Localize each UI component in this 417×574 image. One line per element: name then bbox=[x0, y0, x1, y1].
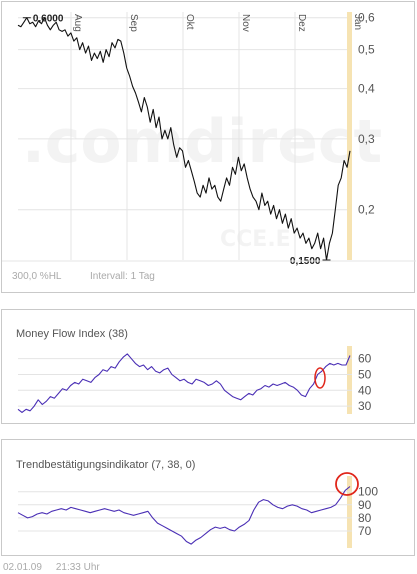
max-value-label: 0,6000 bbox=[33, 14, 64, 25]
current-period-highlight bbox=[347, 12, 352, 260]
trend-y-tick-label: 100 bbox=[358, 485, 378, 499]
trend-indicator-panel: Trendbestätigungsindikator (7, 38, 0) 10… bbox=[1, 439, 415, 556]
trend-indicator-line bbox=[17, 486, 351, 545]
timestamp: 02.01.09 21:33 Uhr bbox=[3, 562, 100, 573]
timestamp-date: 02.01.09 bbox=[3, 562, 42, 573]
money-flow-index-line bbox=[17, 353, 351, 413]
money-flow-index-title: Money Flow Index (38) bbox=[16, 328, 128, 340]
money-flow-index-panel: Money Flow Index (38) 60 50 40 30 bbox=[1, 309, 415, 424]
price-y-tick-label: 0,3 bbox=[358, 132, 375, 146]
scale-label: 300,0 %HL bbox=[12, 271, 62, 282]
mfi-y-tick-label: 50 bbox=[358, 367, 372, 381]
price-chart-panel: .comdirect CCE.E Aug Sep Okt Nov Dez Jan 0,6 0… bbox=[1, 1, 416, 293]
interval-label: Intervall: 1 Tag bbox=[90, 271, 155, 282]
price-x-tick-label: Dez bbox=[296, 14, 307, 32]
highlight-circle bbox=[335, 472, 359, 496]
price-y-tick-label: 0,5 bbox=[358, 43, 375, 57]
price-y-tick-label: 0,6 bbox=[358, 11, 375, 25]
trend-indicator-chart: Trendbestätigungsindikator (7, 38, 0) 10… bbox=[16, 459, 378, 548]
trend-y-tick-label: 80 bbox=[358, 511, 372, 525]
mfi-y-tick-label: 60 bbox=[358, 352, 372, 366]
watermark-brand: .comdirect bbox=[22, 107, 382, 177]
price-y-tick-label: 0,2 bbox=[358, 203, 375, 217]
price-x-tick-label: Nov bbox=[240, 14, 251, 32]
highlight-circle bbox=[314, 367, 326, 389]
current-period-highlight bbox=[347, 346, 352, 414]
price-x-tick-label: Sep bbox=[128, 14, 139, 32]
price-chart: .comdirect CCE.E Aug Sep Okt Nov Dez Jan 0,60… bbox=[2, 11, 416, 282]
current-period-highlight bbox=[347, 476, 352, 548]
price-x-tick-label: Okt bbox=[184, 14, 195, 30]
timestamp-time: 21:33 Uhr bbox=[55, 562, 100, 573]
mfi-y-tick-label: 40 bbox=[358, 383, 372, 397]
price-x-tick-label: Jan bbox=[352, 14, 363, 30]
price-series-line bbox=[17, 17, 351, 261]
comdirect-watermark: .comdirect CCE.E bbox=[22, 107, 382, 252]
trend-y-tick-label: 90 bbox=[358, 498, 372, 512]
mfi-y-tick-label: 30 bbox=[358, 399, 372, 413]
price-y-tick-label: 0,4 bbox=[358, 82, 375, 96]
trend-y-tick-label: 70 bbox=[358, 524, 372, 538]
watermark-symbol: CCE.E bbox=[220, 227, 291, 252]
price-x-tick-label: Aug bbox=[72, 14, 83, 32]
trend-indicator-title: Trendbestätigungsindikator (7, 38, 0) bbox=[16, 459, 195, 471]
